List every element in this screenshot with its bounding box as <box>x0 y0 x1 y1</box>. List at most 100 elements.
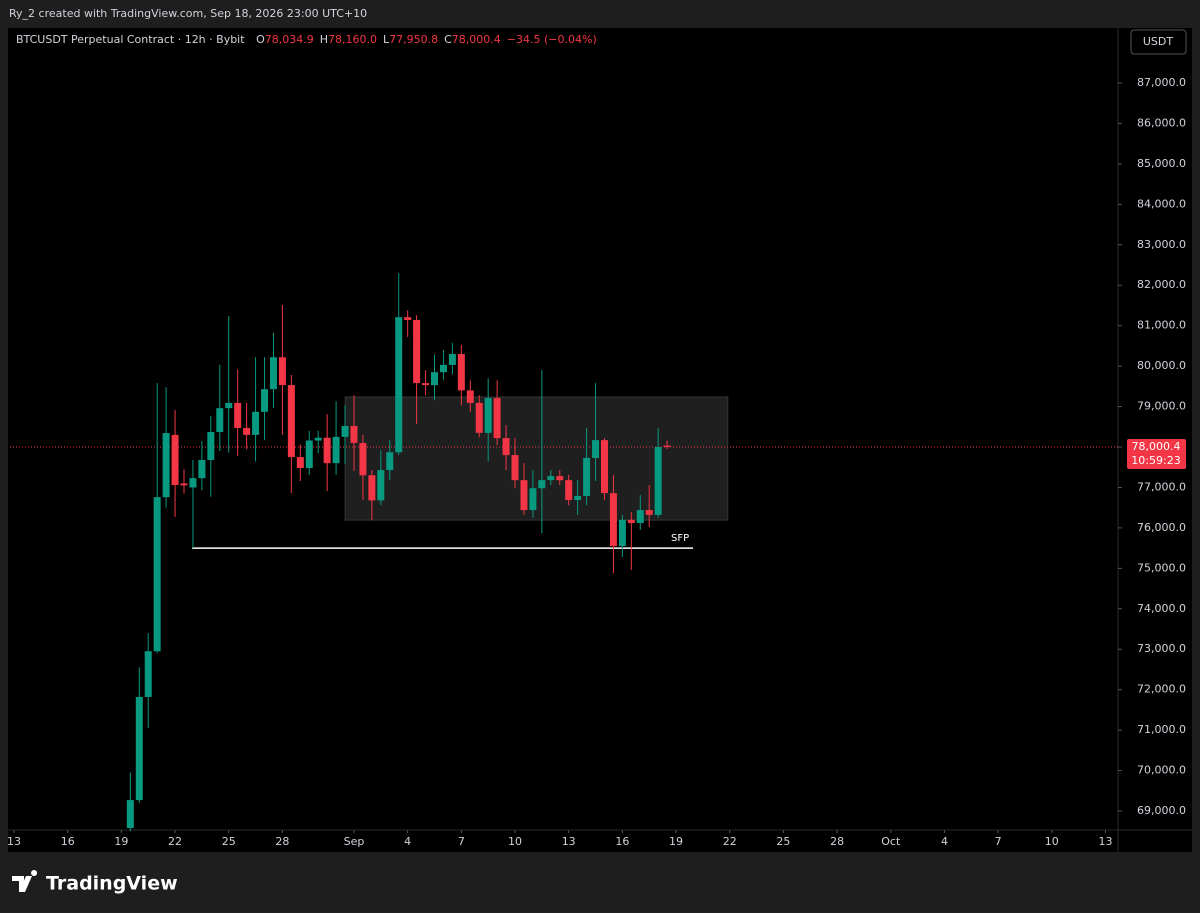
y-tick-label: 77,000.0 <box>1137 480 1186 493</box>
y-tick-label: 69,000.0 <box>1137 804 1186 817</box>
logo: TradingView <box>12 870 178 895</box>
candle-body <box>600 440 608 494</box>
candle-body <box>314 437 322 441</box>
y-tick-label: 82,000.0 <box>1137 278 1186 291</box>
candle-body <box>252 411 260 435</box>
price-tag <box>1127 438 1186 469</box>
y-tick-label: 70,000.0 <box>1137 764 1186 777</box>
header-text: Ry_2 created with TradingView.com, Sep 1… <box>9 7 367 20</box>
x-tick-label: 25 <box>222 835 236 848</box>
candle-body <box>413 320 421 384</box>
y-tick-label: 75,000.0 <box>1137 561 1186 574</box>
legend-label: L <box>383 33 390 46</box>
candle-body <box>404 317 412 321</box>
candle-body <box>547 476 555 481</box>
x-tick-label: 7 <box>458 835 465 848</box>
candle-body <box>618 519 626 547</box>
x-tick-label: Oct <box>881 835 901 848</box>
legend-value: 77,950.8 <box>389 33 438 46</box>
y-tick-label: 72,000.0 <box>1137 683 1186 696</box>
symbol: BTCUSDT Perpetual Contract · 12h · Bybit <box>16 33 245 46</box>
candle-body <box>565 480 573 500</box>
candle-body <box>296 457 304 469</box>
x-tick-label: 13 <box>562 835 576 848</box>
candle-body <box>645 510 653 515</box>
x-tick-label: 4 <box>404 835 411 848</box>
currency-button[interactable] <box>1130 29 1187 55</box>
x-tick-label: Sep <box>344 835 365 848</box>
candle-body <box>484 398 492 433</box>
x-tick-label: 16 <box>615 835 629 848</box>
legend-label: C <box>444 33 452 46</box>
y-tick-label: 87,000.0 <box>1137 76 1186 89</box>
currency-label[interactable]: USDT <box>1143 35 1174 48</box>
chart-pane <box>8 28 1192 852</box>
candle-body <box>627 519 635 524</box>
x-tick-label: 28 <box>830 835 844 848</box>
candle-body <box>135 696 143 801</box>
y-tick-label: 84,000.0 <box>1137 197 1186 210</box>
y-tick-label: 71,000.0 <box>1137 723 1186 736</box>
legend-label: H <box>320 33 328 46</box>
x-tick-label: 19 <box>114 835 128 848</box>
candle-body <box>269 357 277 390</box>
y-tick-label: 76,000.0 <box>1137 521 1186 534</box>
candle-body <box>502 438 510 456</box>
candle-body <box>466 390 474 403</box>
candle-body <box>350 425 358 443</box>
candle-body <box>457 353 465 391</box>
candle-body <box>323 437 331 464</box>
x-tick-label: 19 <box>669 835 683 848</box>
y-tick-label: 74,000.0 <box>1137 602 1186 615</box>
candle-body <box>520 480 528 511</box>
candle-body <box>243 427 251 435</box>
price-tag-label: 78,000.4 <box>1132 440 1181 453</box>
candle-body <box>287 385 295 458</box>
candle-body <box>341 425 349 437</box>
candle-body <box>431 372 439 386</box>
candle-body <box>278 357 286 386</box>
candle-body <box>439 364 447 373</box>
candle-body <box>422 383 430 386</box>
candle-body <box>583 457 591 496</box>
x-tick-label: 22 <box>168 835 182 848</box>
candle-body <box>511 455 519 481</box>
candle-body <box>207 432 215 460</box>
x-tick-label: 28 <box>275 835 289 848</box>
y-tick-label: 79,000.0 <box>1137 400 1186 413</box>
sfp-label: SFP <box>671 533 689 544</box>
candle-body <box>332 436 340 464</box>
candle-body <box>225 402 233 409</box>
candle-body <box>395 317 403 453</box>
candle-body <box>368 475 376 501</box>
ohlc: O78,034.9 H78,160.0 L77,950.8 C78,000.4 −34.… <box>256 33 597 46</box>
countdown-label: 10:59:23 <box>1131 454 1180 467</box>
logo-text: TradingView <box>46 873 178 895</box>
x-tick-label: 22 <box>723 835 737 848</box>
candle-body <box>377 470 385 501</box>
candle-body <box>198 459 206 479</box>
candle-body <box>144 651 152 697</box>
candle-body <box>153 497 161 652</box>
candle-body <box>663 445 671 447</box>
x-tick-label: 10 <box>1045 835 1059 848</box>
x-tick-label: 13 <box>1098 835 1112 848</box>
x-tick-label: 13 <box>7 835 21 848</box>
candle-body <box>180 483 188 486</box>
candle-body <box>574 495 582 500</box>
candle-body <box>261 389 269 412</box>
y-tick-label: 73,000.0 <box>1137 642 1186 655</box>
candle-body <box>636 510 644 524</box>
candle-body <box>538 480 546 489</box>
candle-body <box>359 442 367 476</box>
y-tick-label: 85,000.0 <box>1137 157 1186 170</box>
candle-body <box>189 478 197 488</box>
legend: BTCUSDT Perpetual Contract · 12h · Bybit… <box>16 33 597 46</box>
candle-body <box>216 408 224 433</box>
y-tick-label: 86,000.0 <box>1137 116 1186 129</box>
x-tick-label: 7 <box>995 835 1002 848</box>
candle-body <box>126 800 134 828</box>
x-tick-label: 16 <box>61 835 75 848</box>
logo-icon <box>12 870 38 892</box>
legend-value: 78,160.0 <box>328 33 377 46</box>
